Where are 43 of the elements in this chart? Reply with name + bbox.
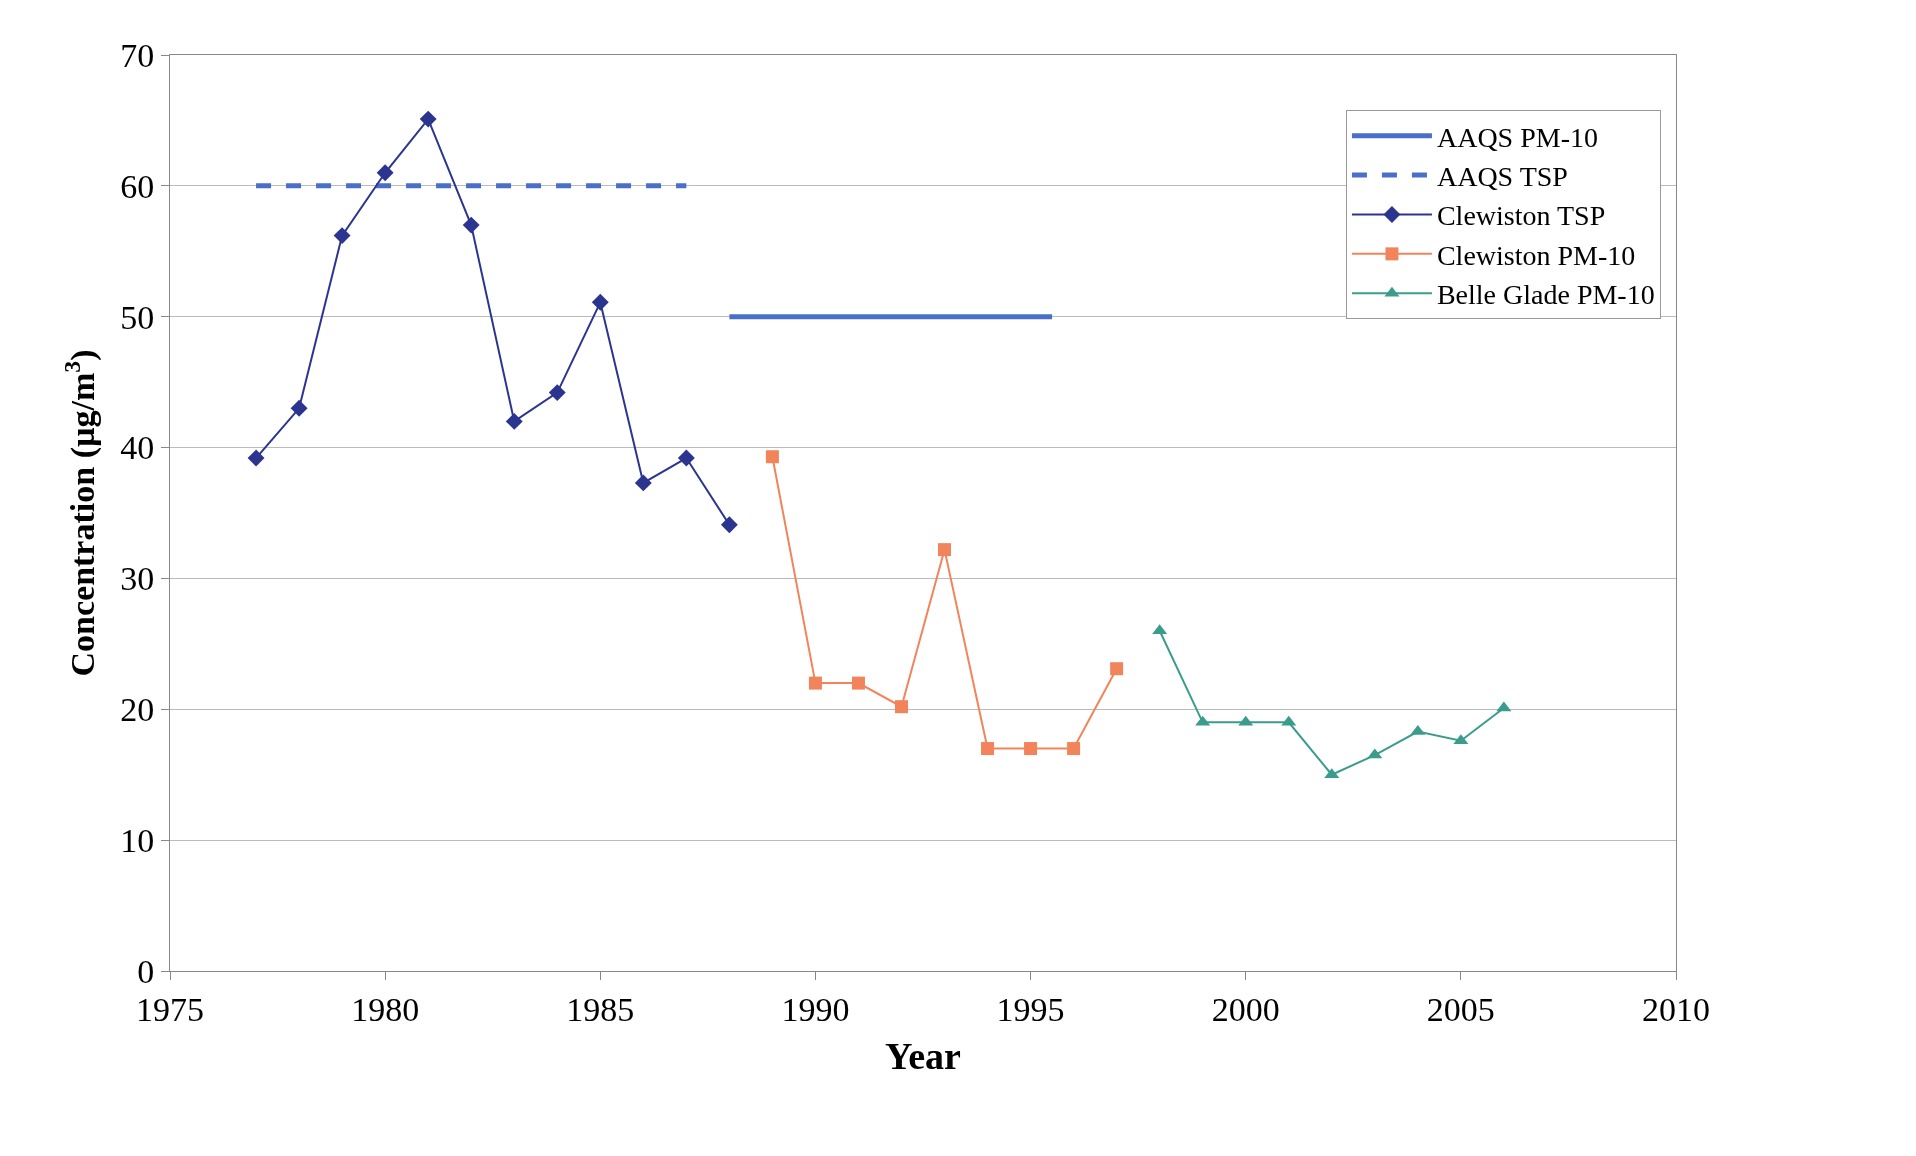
point xyxy=(548,384,566,402)
legend-label: Clewiston TSP xyxy=(1436,200,1606,232)
y-tick-label: 30 xyxy=(120,560,155,598)
y-tick-label: 0 xyxy=(137,952,155,990)
point xyxy=(851,676,865,690)
point xyxy=(376,164,394,182)
y-tick-label: 70 xyxy=(120,36,155,74)
legend-label: AAQS TSP xyxy=(1436,160,1568,192)
legend-label: Belle Glade PM-10 xyxy=(1436,279,1655,311)
point xyxy=(419,110,437,128)
point xyxy=(677,449,695,467)
point xyxy=(720,516,738,534)
y-tick-label: 50 xyxy=(120,298,155,336)
point xyxy=(1067,742,1081,756)
y-tick-label: 10 xyxy=(120,822,155,860)
x-tick-label: 1975 xyxy=(136,990,204,1028)
x-tick-label: 2000 xyxy=(1211,990,1280,1028)
point xyxy=(591,293,609,311)
point xyxy=(505,412,523,430)
legend-label: Clewiston PM-10 xyxy=(1436,239,1636,271)
point xyxy=(981,742,995,756)
y-tick-label: 60 xyxy=(120,167,155,205)
point xyxy=(1110,662,1124,676)
point xyxy=(634,474,652,492)
x-tick-label: 1985 xyxy=(566,990,635,1028)
point xyxy=(462,216,480,234)
point xyxy=(765,450,779,464)
point xyxy=(938,543,952,557)
point xyxy=(1024,742,1038,756)
point xyxy=(290,399,308,417)
x-tick-label: 1980 xyxy=(351,990,420,1028)
point xyxy=(333,227,351,245)
legend-label: AAQS PM-10 xyxy=(1436,121,1598,153)
x-tick-label: 1995 xyxy=(996,990,1065,1028)
point xyxy=(808,676,822,690)
x-tick-label: 2010 xyxy=(1642,990,1710,1028)
point xyxy=(894,700,908,714)
x-tick-label: 2005 xyxy=(1426,990,1495,1028)
y-tick-label: 40 xyxy=(120,429,155,467)
x-tick-label: 1990 xyxy=(781,990,850,1028)
point xyxy=(247,449,265,467)
y-tick-label: 20 xyxy=(120,691,155,729)
x-axis-title: Year xyxy=(885,1034,962,1077)
